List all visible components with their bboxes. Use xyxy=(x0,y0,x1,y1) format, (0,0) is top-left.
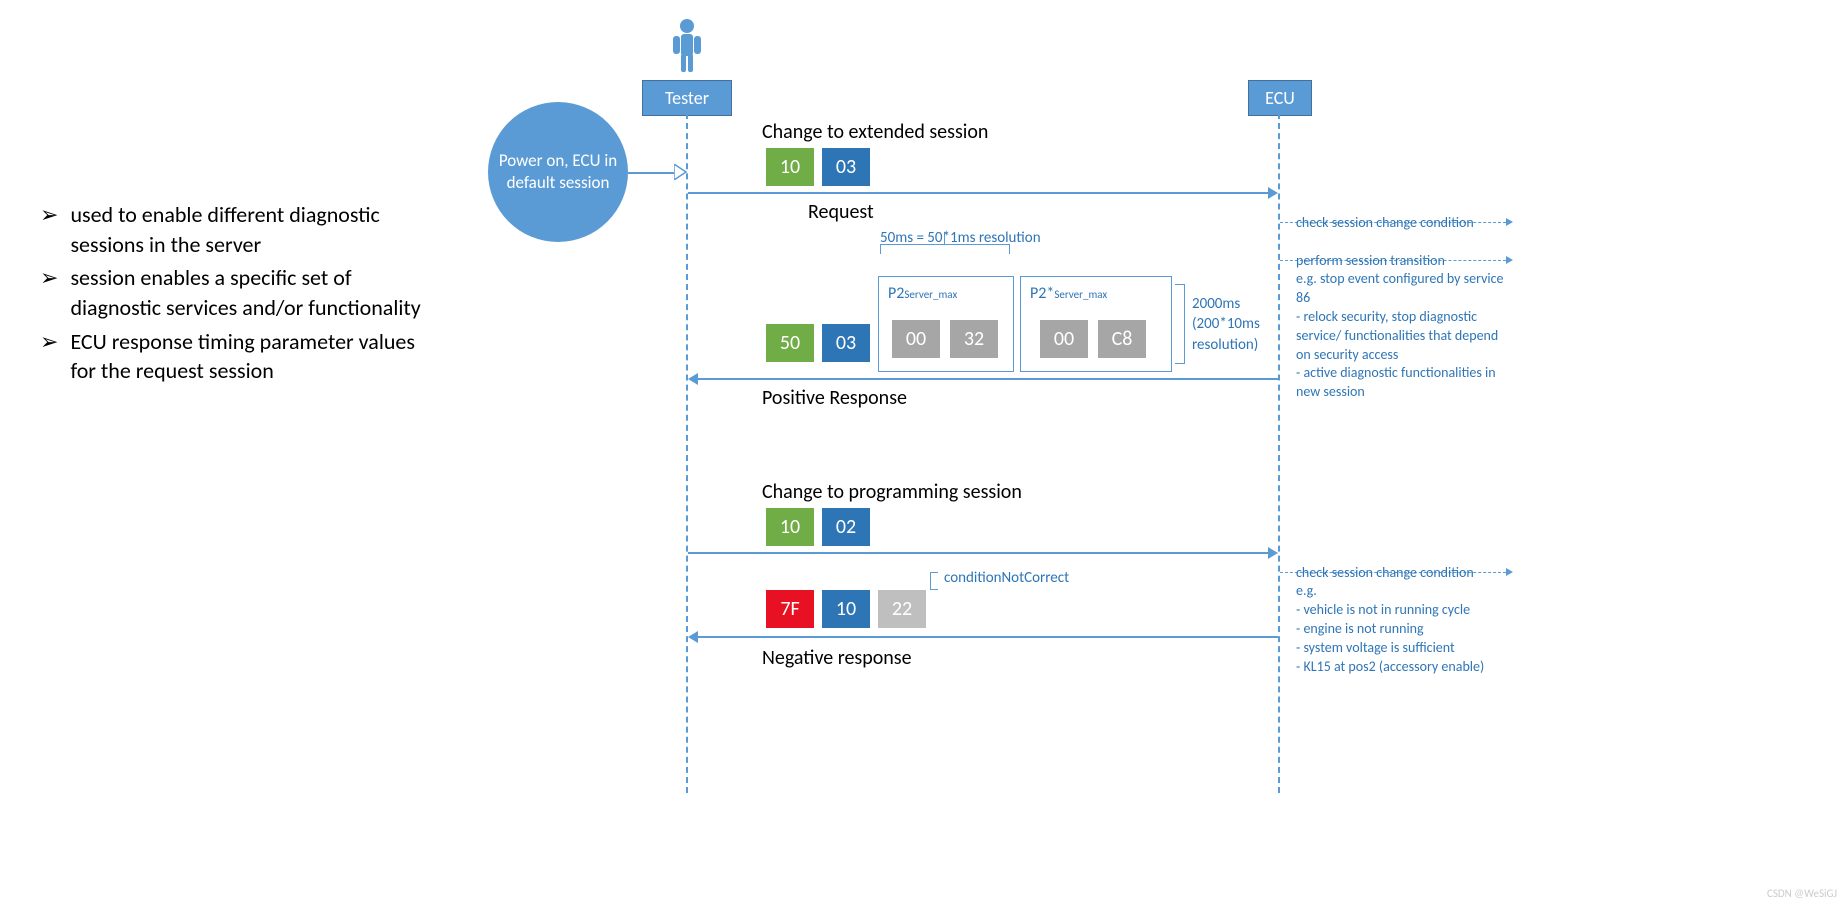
resp2-label: Negative response xyxy=(762,646,912,670)
byte: 32 xyxy=(950,320,998,358)
bullet-item: ➢ used to enable different diagnostic ses… xyxy=(40,200,430,259)
watermark: CSDN @WeSiGJ xyxy=(1767,887,1837,900)
ecu-annot1-perform-title: perform session transition xyxy=(1296,252,1445,271)
power-on-text: Power on, ECU in default session xyxy=(496,150,620,194)
bullet-marker: ➢ xyxy=(40,263,58,293)
open-arrow-head xyxy=(674,164,688,180)
msg1-title: Change to extended session xyxy=(762,120,988,144)
msg2-arrow xyxy=(688,552,1270,554)
bullet-item: ➢ session enables a specific set of diagn… xyxy=(40,263,430,322)
byte: 22 xyxy=(878,590,926,628)
ecu-annot1-perform-body: e.g. stop event configured by service 86… xyxy=(1296,270,1516,402)
resp2-arrow xyxy=(696,636,1278,638)
p2-label: P2Server_max xyxy=(888,284,957,303)
ecu-annot2-body: e.g. - vehicle is not in running cycle -… xyxy=(1296,582,1536,676)
bullet-item: ➢ ECU response timing parameter values fo… xyxy=(40,327,430,386)
msg1-label: Request xyxy=(808,200,874,224)
byte: 03 xyxy=(822,148,870,186)
annot-arrowhead-icon xyxy=(1506,568,1513,576)
ecu-annot2-check: check session change condition xyxy=(1296,564,1474,583)
bullet-text: session enables a specific set of diagno… xyxy=(70,263,430,322)
ecu-label: ECU xyxy=(1265,87,1295,109)
arrow-head-icon xyxy=(1268,187,1278,199)
resp1-arrow xyxy=(696,378,1278,380)
resp1-top-annot: 50ms = 50*1ms resolution xyxy=(880,228,1041,248)
power-on-note: Power on, ECU in default session xyxy=(488,102,628,242)
ecu-header: ECU xyxy=(1248,80,1312,116)
bullet-list: ➢ used to enable different diagnostic ses… xyxy=(40,200,430,390)
byte: 10 xyxy=(766,148,814,186)
tester-lifeline xyxy=(686,113,688,793)
byte: 00 xyxy=(892,320,940,358)
ecu-lifeline xyxy=(1278,113,1280,793)
byte: 03 xyxy=(822,324,870,362)
msg2-title: Change to programming session xyxy=(762,480,1022,504)
msg1-arrow xyxy=(688,192,1270,194)
byte: 02 xyxy=(822,508,870,546)
bullet-marker: ➢ xyxy=(40,327,58,357)
arrow-head-icon xyxy=(1268,547,1278,559)
arrow-head-icon xyxy=(688,373,698,385)
resp1-right-annot: 2000ms (200*10ms resolution) xyxy=(1192,294,1260,355)
ecu-annot1-check: check session change condition xyxy=(1296,214,1474,233)
bullet-marker: ➢ xyxy=(40,200,58,230)
bullet-text: ECU response timing parameter values for… xyxy=(70,327,430,386)
byte: C8 xyxy=(1098,320,1146,358)
resp1-label: Positive Response xyxy=(762,386,907,410)
tester-header: Tester xyxy=(642,80,732,116)
annot-arrowhead-icon xyxy=(1506,218,1513,226)
arrow-head-icon xyxy=(688,631,698,643)
power-on-arrow xyxy=(628,172,676,174)
nrc-label: conditionNotCorrect xyxy=(944,568,1069,588)
p2star-label: P2*Server_max xyxy=(1030,284,1107,303)
person-icon xyxy=(672,18,702,74)
annot-arrowhead-icon xyxy=(1506,256,1513,264)
bullet-text: used to enable different diagnostic sess… xyxy=(70,200,430,259)
tester-label: Tester xyxy=(665,87,709,109)
byte: 7F xyxy=(766,590,814,628)
byte: 10 xyxy=(766,508,814,546)
byte: 00 xyxy=(1040,320,1088,358)
byte: 10 xyxy=(822,590,870,628)
nrc-bracket xyxy=(930,572,938,590)
byte: 50 xyxy=(766,324,814,362)
p2star-bracket xyxy=(1175,284,1185,364)
